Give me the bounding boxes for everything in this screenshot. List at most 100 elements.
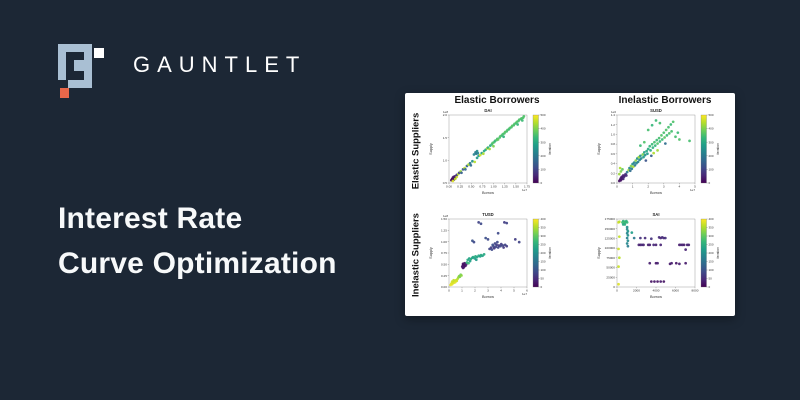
gauntlet-wordmark: GAUNTLET [133,52,307,77]
scatter-point [617,265,620,268]
scatter-point [502,246,505,249]
x-axis-offset: 1e7 [522,188,527,192]
y-tick-label: 1.25 [441,228,447,232]
scatter-point [629,164,633,168]
page-title-line-1: Interest Rate [58,202,243,235]
x-tick-label: 4 [500,288,502,292]
scatter-point [628,169,632,173]
scatter-point [513,238,517,241]
colorbar-tick-label: 100 [541,268,546,272]
scatter-point [636,160,640,164]
colorbar-tick-label: 400 [541,217,546,221]
logo-g-bottom-bar [68,80,92,88]
scatter-point [688,139,691,143]
scatter-point [486,238,490,241]
x-tick-label: 1.50 [513,184,519,188]
y-tick-label: 0.5 [443,181,448,185]
scatter-point [505,244,509,248]
scatter-point [653,144,657,147]
subplot-title: TUSD [482,212,493,217]
y-axis-label: Supply [597,143,601,155]
scatter-point [674,261,678,265]
scatter-point [671,120,675,124]
x-tick-label: 1 [461,288,463,292]
scatter-point [468,161,472,165]
y-tick-label: 150000 [605,227,616,231]
logo-g-center-arm [74,60,92,71]
x-axis: 0 1 2 3 4 5 [616,183,696,188]
scatter-point [496,240,499,244]
colorbar-tick-label: 150 [709,260,714,264]
colorbar-label: iteration [716,247,720,259]
x-tick-label: 1.75 [524,184,530,188]
scatter-point [471,159,474,163]
scatter-point [472,240,476,244]
scatter-point [630,231,634,234]
scatter-point [617,235,621,239]
logo-g-top-bar [58,44,92,52]
scatter-point [651,146,655,149]
colorbar-tick-label: 300 [709,140,714,144]
scatter-point [669,123,673,126]
y-tick-label: 0.00 [441,285,447,289]
scatter-point [643,236,647,240]
scatter-point [658,121,662,125]
scatter-point [650,123,654,127]
colorbar-tick-label: 300 [541,234,546,238]
scatter-point [642,151,646,154]
scatter-point [626,244,630,248]
colorbar-tick-label: 100 [709,268,714,272]
scatter-point [621,174,625,177]
scatter-point [642,155,645,159]
y-tick-label: 0.75 [441,251,447,255]
scatter-point [617,172,621,176]
scatter-point [474,258,478,262]
subplot-elastic-borrowers-elastic-suppliers: DAI 1e8 1e7 0.00 0.25 0.50 0.75 1.00 1.25 1.50 1.7… [427,105,567,205]
scatter-point [649,154,653,158]
scatter-point [656,280,659,283]
scatter-point [453,177,457,181]
x-tick-label: 0.00 [446,184,452,188]
gauntlet-logo-mark [58,44,104,98]
x-tick-label: 8000 [692,288,699,292]
logo-g-left-col [58,44,66,80]
scatter-point [660,134,663,137]
scatter-point [472,153,476,156]
scatter-points [617,119,691,183]
scatter-point [618,166,622,170]
colorbar: 0 100 200 300 400 500 iteration [532,113,552,185]
scatter-point [652,151,656,155]
scatter-point [496,231,500,235]
scatter-point [451,177,455,181]
y-tick-label: 175000 [605,217,616,221]
scatter-point [654,243,658,247]
colorbar-gradient [532,114,539,184]
subplot-title: DAI [484,108,491,113]
scatter-point [665,134,669,137]
colorbar-tick-label: 400 [541,127,546,131]
x-tick-label: 3 [663,184,665,188]
scatter-point [656,142,659,145]
scatter-point [664,128,668,132]
x-tick-label: 2 [647,184,649,188]
scatter-point [475,149,479,153]
x-tick-label: 0.50 [468,184,474,188]
scatter-point [656,261,659,265]
y-tick-label: 25000 [606,275,615,279]
y-tick-label: 1.5 [443,136,448,140]
subplot-title: SAI [653,212,660,217]
y-tick-label: 1.4 [611,113,616,117]
colorbar: 0 100 200 300 400 500 iteration [700,113,720,185]
scatter-point [496,138,500,141]
scatter-point [646,128,650,132]
x-tick-label: 4000 [653,288,660,292]
scatter-point [626,233,630,237]
x-tick-label: 0 [616,184,618,188]
logo-orange-square [60,88,69,98]
scatter-point [684,248,687,251]
scatter-point [667,132,671,135]
scatter-point [499,244,502,248]
colorbar-tick-label: 50 [541,277,545,281]
scatter-point [639,236,642,240]
y-axis-label: Supply [429,143,433,155]
